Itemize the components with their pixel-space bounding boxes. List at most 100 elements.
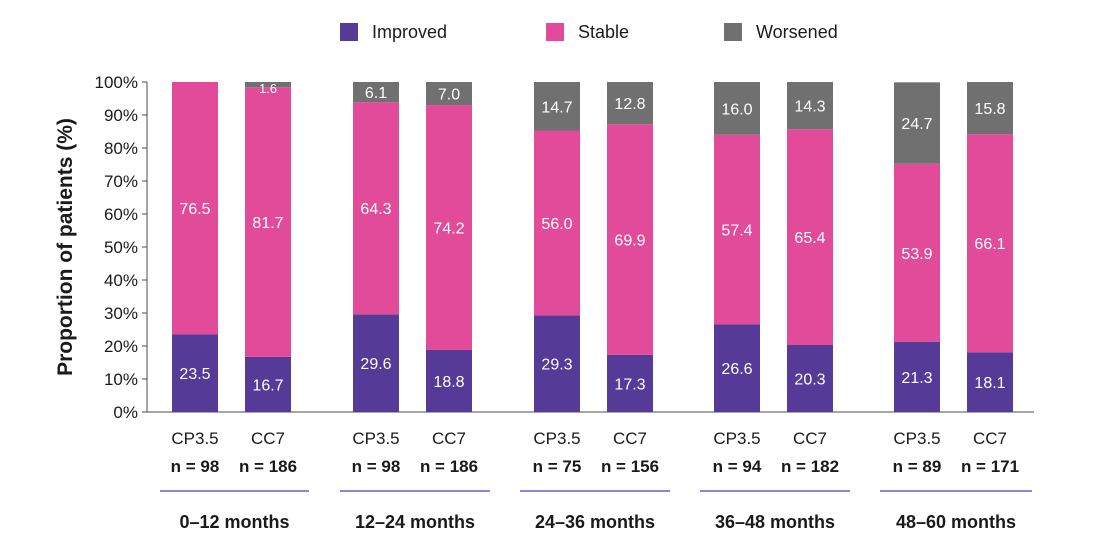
data-label-improved: 20.3	[794, 372, 825, 389]
bar-category-label: CP3.5	[713, 429, 760, 448]
data-label-worsened: 14.3	[794, 99, 825, 116]
data-label-stable: 56.0	[541, 216, 572, 233]
bar-segment-worsened	[245, 82, 291, 88]
bar-segment-stable	[714, 134, 760, 325]
data-label-stable: 81.7	[252, 215, 283, 232]
group-label: 36–48 months	[715, 512, 835, 532]
y-tick-label: 20%	[104, 337, 138, 356]
bar-n-label: n = 89	[893, 457, 942, 476]
bar-category-label: CC7	[432, 429, 466, 448]
bar-segment-stable	[607, 124, 653, 355]
data-label-stable: 65.4	[794, 230, 825, 247]
bar-segment-stable	[426, 105, 472, 350]
data-label-improved: 18.8	[433, 374, 464, 391]
bar-category-label: CP3.5	[893, 429, 940, 448]
data-label-improved: 21.3	[901, 370, 932, 387]
bar-segment-worsened	[426, 82, 472, 106]
bar-category-label: CP3.5	[171, 429, 218, 448]
data-label-improved: 26.6	[721, 361, 752, 378]
bar-n-label: n = 75	[533, 457, 582, 476]
bar-segment-improved	[353, 314, 399, 412]
bar-segment-stable	[353, 102, 399, 315]
y-axis-title: Proportion of patients (%)	[54, 118, 77, 376]
data-label-stable: 57.4	[721, 223, 752, 240]
y-tick-label: 10%	[104, 370, 138, 389]
bar-n-label: n = 182	[781, 457, 839, 476]
legend-label-improved: Improved	[372, 22, 447, 42]
bar-segment-improved	[894, 341, 940, 412]
data-label-worsened: 15.8	[974, 101, 1005, 118]
data-label-improved: 18.1	[974, 375, 1005, 392]
bar-segment-improved	[172, 334, 218, 412]
bar-category-label: CP3.5	[352, 429, 399, 448]
bar-segment-worsened	[534, 82, 580, 131]
bar-n-label: n = 94	[713, 457, 762, 476]
data-label-worsened: 7.0	[438, 87, 460, 104]
bar-segment-worsened	[967, 82, 1013, 135]
legend-swatch-improved	[340, 23, 358, 41]
y-tick-label: 40%	[104, 271, 138, 290]
legend-swatch-worsened	[724, 23, 742, 41]
group-label: 24–36 months	[535, 512, 655, 532]
bar-n-label: n = 186	[239, 457, 297, 476]
bar-category-label: CC7	[793, 429, 827, 448]
bar-segment-improved	[787, 345, 833, 412]
bar-segment-stable	[787, 129, 833, 346]
bar-segment-stable	[967, 134, 1013, 353]
y-tick-label: 30%	[104, 304, 138, 323]
group-label: 48–60 months	[896, 512, 1016, 532]
bar-n-label: n = 171	[961, 457, 1019, 476]
data-label-stable: 74.2	[433, 221, 464, 238]
y-tick-label: 0%	[113, 403, 138, 422]
y-tick-label: 100%	[95, 73, 138, 92]
bar-segment-stable	[894, 163, 940, 342]
bar-segment-improved	[534, 315, 580, 412]
data-label-worsened: 12.8	[614, 96, 645, 113]
bar-segment-worsened	[353, 82, 399, 103]
data-label-worsened: 24.7	[901, 116, 932, 133]
bar-segment-improved	[245, 356, 291, 412]
bar-segment-improved	[426, 349, 472, 412]
bar-category-label: CP3.5	[533, 429, 580, 448]
y-tick-label: 90%	[104, 106, 138, 125]
bar-segment-stable	[172, 82, 218, 335]
legend-swatch-stable	[546, 23, 564, 41]
bar-category-label: CC7	[973, 429, 1007, 448]
bar-segment-improved	[607, 354, 653, 412]
bar-segment-worsened	[787, 82, 833, 130]
bar-segment-stable	[245, 87, 291, 357]
y-tick-label: 80%	[104, 139, 138, 158]
legend-label-worsened: Worsened	[756, 22, 838, 42]
data-label-stable: 76.5	[179, 201, 210, 218]
group-label: 12–24 months	[355, 512, 475, 532]
data-label-worsened: 14.7	[541, 99, 572, 116]
data-label-worsened: 1.6	[259, 81, 277, 96]
data-label-improved: 23.5	[179, 366, 210, 383]
data-label-improved: 16.7	[252, 377, 283, 394]
data-label-improved: 29.6	[360, 356, 391, 373]
data-label-worsened: 6.1	[365, 85, 387, 102]
bar-n-label: n = 98	[171, 457, 220, 476]
bar-n-label: n = 186	[420, 457, 478, 476]
bar-category-label: CC7	[613, 429, 647, 448]
bar-n-label: n = 98	[352, 457, 401, 476]
bar-segment-worsened	[894, 82, 940, 164]
legend-label-stable: Stable	[578, 22, 629, 42]
bar-n-label: n = 156	[601, 457, 659, 476]
data-label-improved: 29.3	[541, 357, 572, 374]
y-tick-label: 60%	[104, 205, 138, 224]
bar-segment-worsened	[607, 82, 653, 125]
bar-segment-improved	[967, 352, 1013, 412]
data-label-worsened: 16.0	[721, 101, 752, 118]
bar-segment-stable	[534, 130, 580, 316]
y-tick-label: 50%	[104, 238, 138, 257]
data-label-improved: 17.3	[614, 376, 645, 393]
data-label-stable: 64.3	[360, 201, 391, 218]
data-label-stable: 69.9	[614, 233, 645, 250]
bar-segment-worsened	[714, 82, 760, 135]
data-label-stable: 53.9	[901, 246, 932, 263]
y-tick-label: 70%	[104, 172, 138, 191]
group-label: 0–12 months	[179, 512, 289, 532]
bar-segment-improved	[714, 324, 760, 412]
